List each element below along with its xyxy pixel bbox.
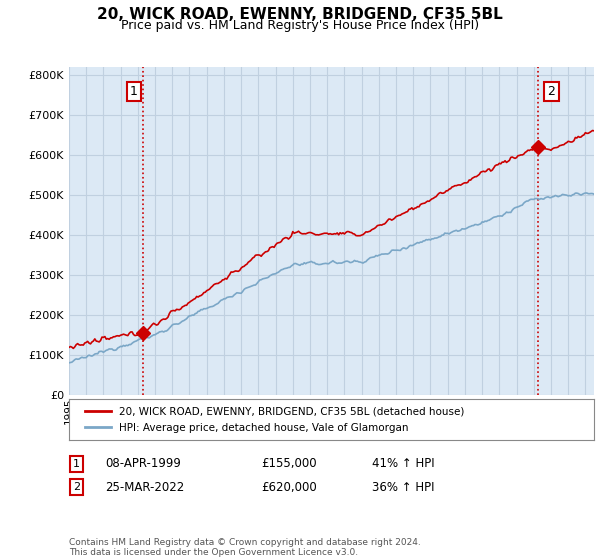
Text: 1: 1 [73, 459, 80, 469]
Text: Price paid vs. HM Land Registry's House Price Index (HPI): Price paid vs. HM Land Registry's House … [121, 19, 479, 32]
Text: 2: 2 [73, 482, 80, 492]
Text: 08-APR-1999: 08-APR-1999 [105, 457, 181, 470]
Text: 1: 1 [130, 85, 138, 97]
Text: 20, WICK ROAD, EWENNY, BRIDGEND, CF35 5BL: 20, WICK ROAD, EWENNY, BRIDGEND, CF35 5B… [97, 7, 503, 22]
Text: Contains HM Land Registry data © Crown copyright and database right 2024.
This d: Contains HM Land Registry data © Crown c… [69, 538, 421, 557]
Text: 25-MAR-2022: 25-MAR-2022 [105, 480, 184, 494]
Text: 41% ↑ HPI: 41% ↑ HPI [372, 457, 434, 470]
Text: £155,000: £155,000 [261, 457, 317, 470]
Text: 36% ↑ HPI: 36% ↑ HPI [372, 480, 434, 494]
Text: 2: 2 [548, 85, 556, 97]
Text: £620,000: £620,000 [261, 480, 317, 494]
Legend: 20, WICK ROAD, EWENNY, BRIDGEND, CF35 5BL (detached house), HPI: Average price, : 20, WICK ROAD, EWENNY, BRIDGEND, CF35 5B… [79, 401, 470, 438]
